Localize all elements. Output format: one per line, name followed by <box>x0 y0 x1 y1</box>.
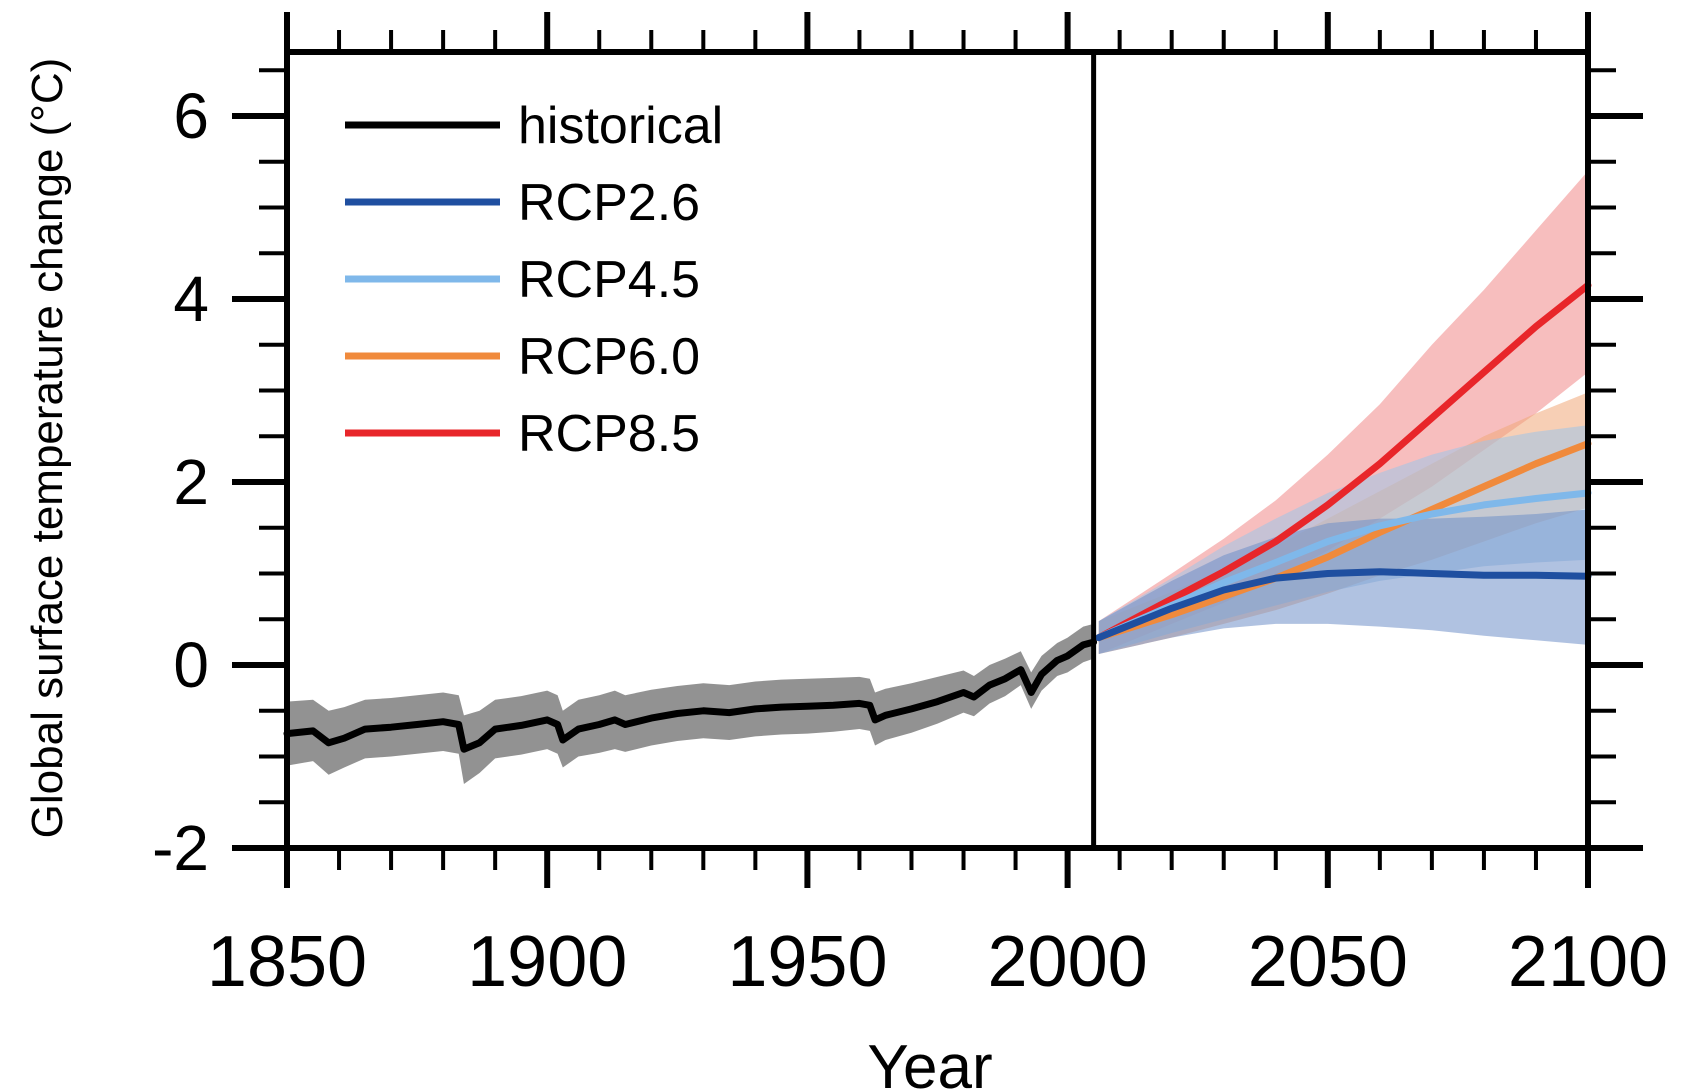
legend-label-rcp6-0: RCP6.0 <box>518 328 700 386</box>
rcp2-6-line <box>1095 568 1592 642</box>
y-tick-label: 2 <box>173 446 209 518</box>
y-axis-title: Global surface temperature change (°C) <box>23 58 72 839</box>
legend: historical RCP2.6 RCP4.5 RCP6.0 RCP8.5 <box>345 97 723 463</box>
legend-label-rcp2-6: RCP2.6 <box>518 174 700 232</box>
y-tick-label: -2 <box>152 812 209 884</box>
series-lines <box>283 281 1592 753</box>
rcp2-6-range-band <box>1098 509 1588 655</box>
y-tick-label: 4 <box>173 263 209 335</box>
legend-label-rcp4-5: RCP4.5 <box>518 251 700 309</box>
rcp4-5-line <box>1095 489 1592 642</box>
x-tick-label: 2000 <box>988 922 1148 1002</box>
axes: 1850 1900 1950 2000 2050 2100 -2 0 2 4 6 <box>152 12 1668 1002</box>
x-tick-label: 1900 <box>467 922 627 1002</box>
y-tick-label: 6 <box>173 80 209 152</box>
legend-label-historical: historical <box>518 97 723 155</box>
y-tick-label: 0 <box>173 629 209 701</box>
legend-label-rcp8-5: RCP8.5 <box>518 405 700 463</box>
x-tick-label: 2050 <box>1248 922 1408 1002</box>
x-axis-title: Year <box>867 1033 992 1090</box>
historical-range-band <box>287 623 1094 784</box>
rcp8-5-line <box>1095 281 1592 642</box>
x-tick-label: 1850 <box>207 922 367 1002</box>
plot-frame <box>284 49 1591 851</box>
rcp6-0-line <box>1095 440 1592 642</box>
uncertainty-bands <box>287 170 1588 784</box>
x-tick-label: 1950 <box>727 922 887 1002</box>
x-tick-label: 2100 <box>1508 922 1668 1002</box>
historical-line <box>283 638 1098 753</box>
